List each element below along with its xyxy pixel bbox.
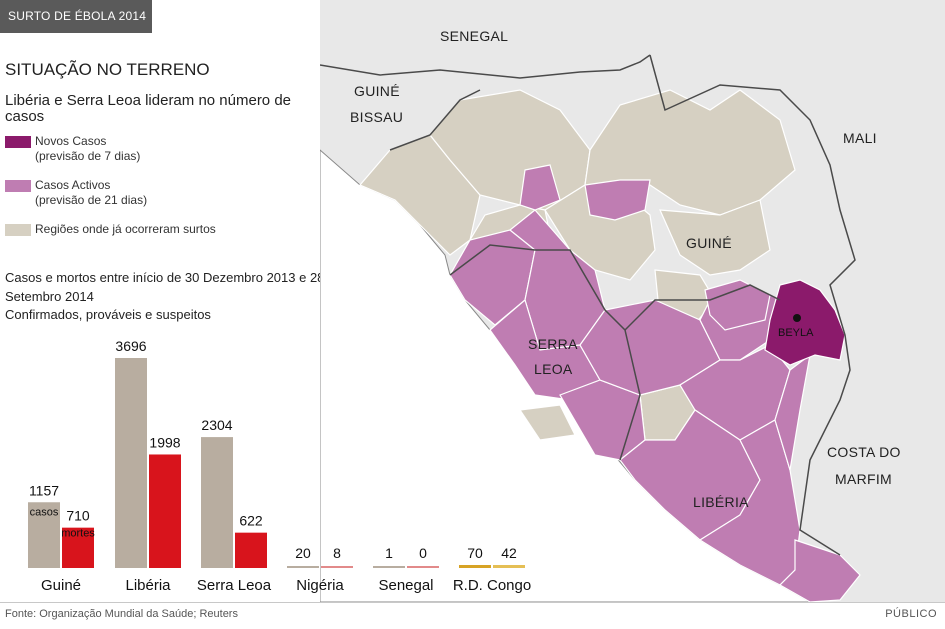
value-label-deaths: 8 — [333, 545, 341, 561]
value-label-cases: 2304 — [201, 417, 232, 433]
border-senegal-guinea — [320, 54, 651, 79]
label-sierra-leone-1: SERRA — [528, 336, 578, 352]
bar-cases — [115, 358, 147, 568]
page-title: SITUAÇÃO NO TERRENO — [5, 60, 210, 79]
legend-swatch-active — [5, 180, 31, 192]
label-city-beyla: BEYLA — [778, 327, 814, 339]
map-active-region — [779, 539, 861, 602]
label-mali: MALI — [843, 130, 877, 146]
value-label-deaths: 42 — [501, 545, 517, 561]
label-senegal: SENEGAL — [440, 28, 508, 44]
label-guinea-bissau-2: BISSAU — [350, 109, 403, 125]
value-label-cases: 1157 — [29, 482, 59, 498]
category-label: Libéria — [125, 577, 171, 594]
bar-deaths — [321, 566, 353, 568]
map-outbreak-region — [659, 199, 771, 276]
legend-label: Novos Casos — [35, 134, 107, 148]
source-note: Fonte: Organização Mundial da Saúde; Reu… — [5, 608, 238, 620]
bar-deaths — [62, 527, 94, 568]
annotation-deaths: mortes — [61, 528, 95, 540]
border-guinea-mali-ivory — [649, 54, 856, 556]
category-label: R.D. Congo — [453, 577, 531, 594]
label-sierra-leone-2: LEOA — [534, 361, 573, 377]
category-label: Nigéria — [296, 577, 344, 594]
value-label-deaths: 1998 — [149, 434, 180, 450]
category-label: Serra Leoa — [197, 577, 272, 594]
label-guinea-bissau-1: GUINÉ — [354, 83, 400, 99]
value-label-cases: 70 — [467, 545, 483, 561]
border-guinea-bissau — [389, 89, 481, 151]
value-label-cases: 20 — [295, 545, 311, 561]
legend-label: Casos Activos — [35, 178, 111, 192]
bar-deaths — [407, 566, 439, 568]
label-liberia: LIBÉRIA — [693, 494, 749, 510]
footer-divider — [0, 602, 945, 603]
legend-swatch-new — [5, 136, 31, 148]
bar-cases — [287, 566, 319, 568]
bar-deaths — [493, 565, 525, 568]
legend-swatch-outbreak — [5, 224, 31, 236]
legend-note: (previsão de 21 dias) — [35, 193, 148, 207]
bar-cases — [201, 437, 233, 568]
publisher-brand: PÚBLICO — [885, 608, 937, 620]
category-label: Guiné — [41, 577, 81, 594]
border-guinea-liberia — [624, 284, 781, 331]
header-tag: SURTO DE ÉBOLA 2014 — [0, 0, 152, 33]
bar-deaths — [235, 532, 267, 568]
stats-title: Casos e mortos entre início de 30 Dezemb… — [5, 270, 343, 304]
value-label-deaths: 710 — [66, 508, 90, 524]
cases-deaths-chart: 1157 710 Guiné 3696 1998 Libéria 2304 622 Serra … — [28, 338, 531, 594]
map-active-region — [519, 164, 561, 211]
value-label-cases: 3696 — [115, 338, 146, 354]
page-subtitle: Libéria e Serra Leoa lideram no número d… — [5, 92, 292, 125]
map-active-region — [584, 179, 651, 221]
city-marker-beyla — [793, 314, 801, 322]
value-label-deaths: 622 — [239, 513, 263, 529]
map-new-cases-region — [764, 279, 846, 366]
label-ivory-coast-1: COSTA DO — [827, 444, 901, 460]
legend-label: Regiões onde já ocorreram surtos — [35, 222, 216, 236]
label-guinea: GUINÉ — [686, 235, 732, 251]
map-outbreak-region — [518, 404, 576, 441]
border-sierra-leone — [449, 244, 641, 461]
bar-cases — [459, 565, 491, 568]
map-active-region — [704, 279, 771, 331]
category-label: Senegal — [378, 577, 433, 594]
west-africa-map: SENEGAL GUINÉ BISSAU MALI GUINÉ SERRA LE… — [320, 0, 945, 602]
annotation-cases: casos — [30, 506, 59, 518]
bar-cases — [373, 566, 405, 568]
value-label-cases: 1 — [385, 545, 393, 561]
bar-deaths — [149, 454, 181, 568]
label-ivory-coast-2: MARFIM — [835, 471, 892, 487]
value-label-deaths: 0 — [419, 545, 427, 561]
legend-note: (previsão de 7 dias) — [35, 149, 141, 163]
bar-cases — [28, 502, 60, 568]
stats-subtitle: Confirmados, prováveis e suspeitos — [5, 307, 211, 322]
